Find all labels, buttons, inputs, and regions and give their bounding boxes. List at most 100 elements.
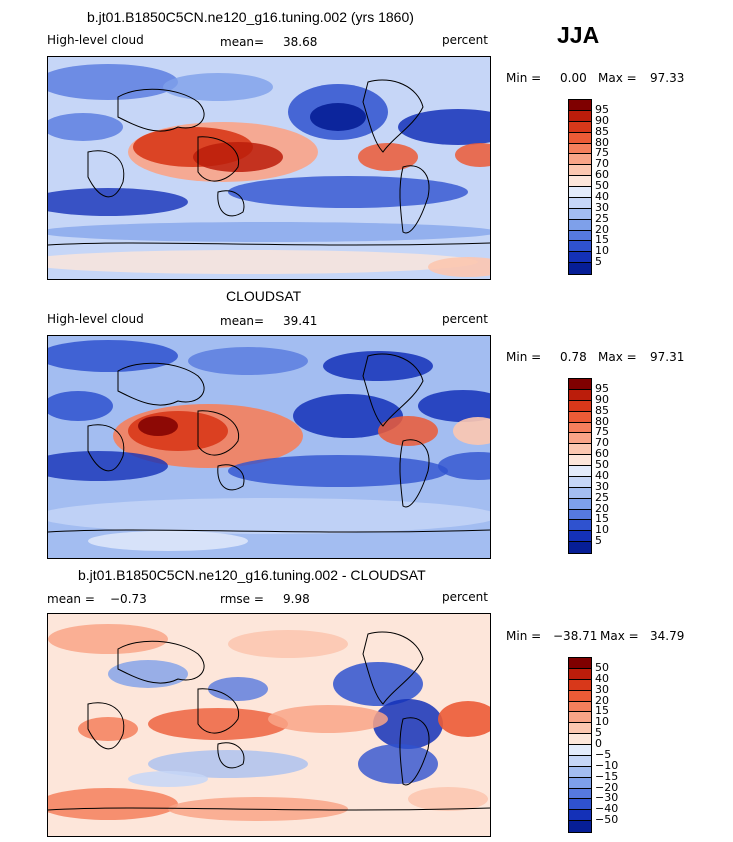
colorbar-tick-label: 50 bbox=[595, 179, 609, 192]
colorbar-swatch bbox=[569, 690, 591, 702]
colorbar-tick-label: 30 bbox=[595, 200, 609, 214]
colorbar-tick-label: 85 bbox=[595, 124, 609, 138]
colorbar-tick-label: 10 bbox=[595, 715, 609, 729]
colorbar-swatch bbox=[569, 110, 591, 122]
colorbar-tick-label: 5 bbox=[595, 534, 602, 548]
panel2-min-label: Min = bbox=[506, 350, 542, 364]
panel2-map-field bbox=[48, 336, 490, 558]
panel1-min-label: Min = bbox=[506, 71, 542, 85]
colorbar-tick-label: −5 bbox=[595, 747, 612, 761]
colorbar-tick-label: 5 bbox=[595, 726, 602, 740]
colorbar-swatch bbox=[569, 799, 591, 811]
colorbar-tick-label: 40 bbox=[595, 671, 609, 685]
colorbar-tick-label: 15 bbox=[595, 704, 609, 718]
panel1-title: b.jt01.B1850C5CN.ne120_g16.tuning.002 (y… bbox=[87, 9, 414, 25]
colorbar-tick-label: 70 bbox=[595, 436, 609, 450]
colorbar-swatch bbox=[569, 668, 591, 680]
colorbar-swatch bbox=[569, 165, 591, 177]
colorbar-tick-label: 95 bbox=[595, 381, 609, 395]
panel1-colorbar bbox=[568, 99, 592, 275]
colorbar-swatch bbox=[569, 788, 591, 800]
colorbar-swatch bbox=[569, 433, 591, 445]
panel3-mean-value: −0.73 bbox=[110, 592, 147, 606]
colorbar-tick-label: 80 bbox=[595, 414, 609, 428]
colorbar-swatch bbox=[569, 389, 591, 401]
colorbar-swatch bbox=[569, 658, 591, 669]
panel2-variable-label: High-level cloud bbox=[47, 312, 144, 326]
colorbar-tick-label: 25 bbox=[595, 211, 609, 225]
colorbar-swatch bbox=[569, 745, 591, 756]
colorbar-tick-label: 20 bbox=[595, 222, 609, 236]
colorbar-tick-label: 40 bbox=[595, 189, 609, 203]
colorbar-swatch bbox=[569, 734, 591, 745]
colorbar-swatch bbox=[569, 411, 591, 423]
panel3-min-label: Min = bbox=[506, 629, 542, 643]
panel3-max-label: Max = bbox=[600, 629, 639, 643]
panel1-units: percent bbox=[442, 33, 488, 47]
colorbar-tick-label: −10 bbox=[595, 758, 619, 772]
colorbar-swatch bbox=[569, 777, 591, 789]
panel1-max-label: Max = bbox=[598, 71, 637, 85]
colorbar-swatch bbox=[569, 400, 591, 412]
colorbar-swatch bbox=[569, 444, 591, 456]
colorbar-tick-label: 30 bbox=[595, 682, 609, 696]
colorbar-tick-label: 95 bbox=[595, 102, 609, 116]
panel3-units: percent bbox=[442, 590, 488, 604]
colorbar-tick-label: 40 bbox=[595, 468, 609, 482]
panel1-mean-value: 38.68 bbox=[283, 35, 318, 49]
colorbar-tick-label: 15 bbox=[595, 512, 609, 526]
colorbar-tick-label: 10 bbox=[595, 523, 609, 537]
colorbar-tick-label: 90 bbox=[595, 113, 609, 127]
panel2-mean-label: mean= bbox=[220, 314, 265, 328]
colorbar-swatch bbox=[569, 712, 591, 724]
panel2-mean-value: 39.41 bbox=[283, 314, 318, 328]
colorbar-tick-label: 70 bbox=[595, 157, 609, 171]
colorbar-swatch bbox=[569, 121, 591, 133]
colorbar-tick-label: −30 bbox=[595, 791, 619, 805]
panel1-mean-label: mean= bbox=[220, 35, 265, 49]
panel3-title: b.jt01.B1850C5CN.ne120_g16.tuning.002 - … bbox=[78, 567, 426, 583]
colorbar-swatch bbox=[569, 100, 591, 111]
colorbar-swatch bbox=[569, 422, 591, 434]
colorbar-tick-label: 80 bbox=[595, 135, 609, 149]
colorbar-swatch bbox=[569, 132, 591, 144]
colorbar-swatch bbox=[569, 755, 591, 767]
colorbar-tick-label: 0 bbox=[595, 737, 602, 750]
colorbar-swatch bbox=[569, 701, 591, 713]
colorbar-tick-label: 50 bbox=[595, 458, 609, 471]
colorbar-tick-label: 60 bbox=[595, 447, 609, 461]
colorbar-swatch bbox=[569, 208, 591, 220]
colorbar-tick-label: 20 bbox=[595, 693, 609, 707]
panel2-colorbar bbox=[568, 378, 592, 554]
colorbar-tick-label: −20 bbox=[595, 780, 619, 794]
panel1-map-field bbox=[48, 57, 490, 279]
colorbar-swatch bbox=[569, 531, 591, 543]
colorbar-tick-label: 5 bbox=[595, 255, 602, 269]
colorbar-swatch bbox=[569, 766, 591, 778]
panel2-units: percent bbox=[442, 312, 488, 326]
panel2-max-label: Max = bbox=[598, 350, 637, 364]
colorbar-swatch bbox=[569, 176, 591, 187]
colorbar-tick-label: −15 bbox=[595, 769, 619, 783]
panel3-colorbar bbox=[568, 657, 592, 833]
panel1-variable-label: High-level cloud bbox=[47, 33, 144, 47]
colorbar-tick-label: 60 bbox=[595, 168, 609, 182]
colorbar-swatch bbox=[569, 821, 591, 832]
colorbar-tick-label: 90 bbox=[595, 392, 609, 406]
panel1-min-value: 0.00 bbox=[560, 71, 587, 85]
colorbar-swatch bbox=[569, 520, 591, 532]
colorbar-tick-label: 30 bbox=[595, 479, 609, 493]
panel3-rmse-value: 9.98 bbox=[283, 592, 310, 606]
season-label: JJA bbox=[557, 22, 600, 48]
colorbar-tick-label: 85 bbox=[595, 403, 609, 417]
colorbar-swatch bbox=[569, 455, 591, 466]
panel2-min-value: 0.78 bbox=[560, 350, 587, 364]
colorbar-swatch bbox=[569, 263, 591, 274]
colorbar-tick-label: 50 bbox=[595, 660, 609, 674]
colorbar-swatch bbox=[569, 723, 591, 735]
colorbar-swatch bbox=[569, 241, 591, 253]
panel2-title: CLOUDSAT bbox=[226, 288, 302, 304]
panel3-max-value: 34.79 bbox=[650, 629, 685, 643]
panel3-map-field bbox=[48, 614, 490, 836]
colorbar-swatch bbox=[569, 810, 591, 822]
